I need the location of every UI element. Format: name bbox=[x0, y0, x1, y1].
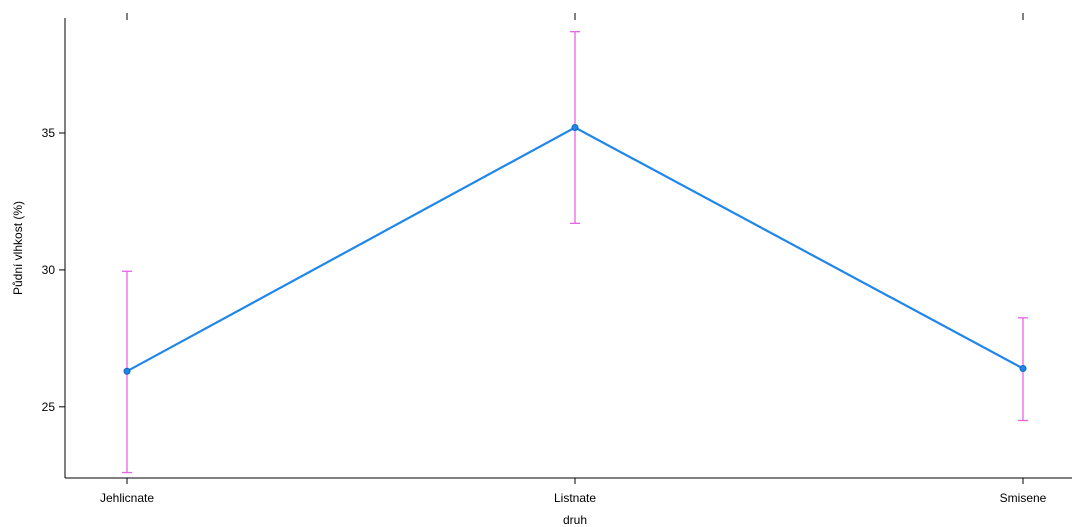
labels-group: 25 30 35 Jehlicnate Listnate Smisene druh Půdní… bbox=[11, 126, 1047, 527]
x-tick-label: Listnate bbox=[554, 491, 596, 505]
axes-group bbox=[59, 13, 1072, 484]
y-tick-label: 30 bbox=[42, 263, 56, 277]
error-bars-group bbox=[122, 31, 1028, 474]
x-axis-title: druh bbox=[563, 513, 587, 527]
data-point bbox=[571, 124, 579, 132]
data-point bbox=[123, 367, 131, 375]
y-tick-label: 35 bbox=[42, 126, 56, 140]
y-tick-label: 25 bbox=[42, 400, 56, 414]
data-point bbox=[1019, 364, 1027, 372]
x-tick-label: Jehlicnate bbox=[100, 491, 154, 505]
x-tick-label: Smisene bbox=[1000, 491, 1047, 505]
points-group bbox=[123, 124, 1027, 375]
y-axis-title: Půdní vlhkost (%) bbox=[11, 201, 25, 295]
